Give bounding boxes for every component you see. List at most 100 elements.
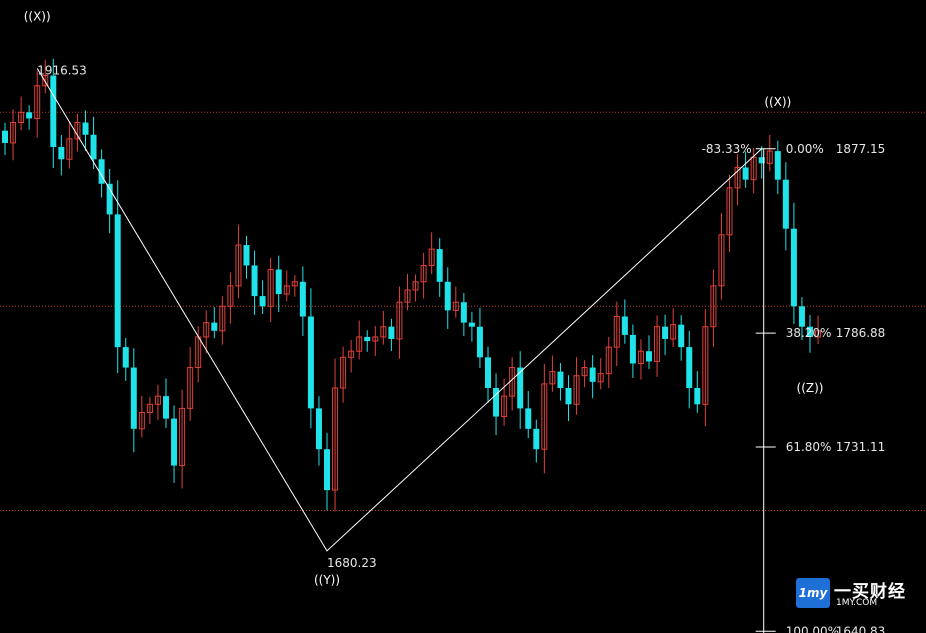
candle-body [517, 367, 524, 409]
candle-body [734, 166, 741, 189]
candle-body [50, 75, 57, 148]
logo-name: 一买财经 [834, 582, 906, 602]
candle-body [10, 122, 17, 144]
wave-labels: ((X)) ((Y)) ((X)) ((Z)) 1916.53 1680.23 [24, 9, 824, 587]
candle-body [122, 347, 129, 368]
candle-body [790, 228, 797, 307]
candles [2, 58, 822, 512]
candle-body [275, 269, 282, 295]
candle-body [90, 134, 97, 160]
candle-body [114, 214, 121, 348]
candle-body [332, 387, 339, 491]
candle-body [372, 336, 379, 342]
candle-body [565, 387, 572, 405]
candle-body [573, 375, 580, 405]
candle-body [694, 387, 701, 405]
candle-body [670, 324, 677, 340]
candle-body [251, 265, 258, 297]
candle-body [267, 269, 274, 307]
candle-body [428, 248, 435, 266]
candle-body [662, 326, 669, 339]
fib-price-label: 1640.83 [836, 624, 886, 633]
fibonacci-levels: 0.00% 1877.15 38.20% 1786.88 61.80% 1731.11 10… [702, 142, 886, 633]
fib-price-label: 1786.88 [836, 326, 886, 340]
candle-body [219, 305, 226, 332]
candle-body [613, 316, 620, 348]
candle-body [227, 285, 234, 307]
candle-body [605, 346, 612, 375]
candle-body [396, 301, 403, 340]
candle-body [58, 147, 65, 160]
fib-extension-label: -83.33% [702, 142, 752, 156]
candle-body [798, 306, 805, 327]
candle-body [742, 167, 749, 180]
candle-body [654, 326, 661, 362]
candle-body [460, 302, 467, 323]
candle-body [388, 326, 395, 339]
candle-body [782, 179, 789, 229]
candle-body [324, 449, 330, 491]
candle-body [171, 418, 178, 466]
zigzag-line [36, 68, 763, 552]
candle-body [42, 75, 49, 87]
fib-percent-label: 100.00% [786, 624, 839, 633]
candle-body [163, 396, 169, 419]
candle-body [485, 357, 491, 388]
candle-body [766, 150, 773, 164]
logo-url: 1MY.COM [836, 598, 878, 608]
candle-body [291, 281, 298, 287]
candle-body [646, 351, 652, 362]
candle-body [807, 326, 813, 337]
candle-body [815, 330, 822, 338]
candle-body [283, 285, 290, 295]
candle-body [597, 373, 604, 383]
candle-body [340, 356, 347, 389]
candle-body [678, 324, 685, 348]
candle-body [138, 411, 145, 430]
candle-body [404, 289, 411, 303]
candle-body [187, 367, 194, 409]
wave-label: ((X)) [764, 95, 791, 109]
fib-percent-label: 0.00% [786, 142, 824, 156]
candle-body [718, 234, 725, 287]
candle-body [211, 322, 218, 331]
candle-body [452, 301, 459, 311]
candle-body [259, 296, 266, 307]
candle-body [710, 285, 717, 328]
candle-body [82, 122, 89, 135]
candle-body [315, 408, 322, 450]
candle-body [468, 322, 475, 327]
candle-body [179, 407, 186, 467]
candle-body [98, 159, 105, 184]
candle-body [581, 367, 588, 377]
candle-body [637, 350, 644, 364]
candle-body [750, 156, 757, 181]
candle-body [758, 157, 765, 164]
logo-icon: 1my [796, 578, 830, 608]
fib-price-label: 1731.11 [836, 440, 886, 454]
wave-label: ((X)) [24, 9, 51, 23]
fib-price-label: 1877.15 [836, 142, 886, 156]
candle-body [299, 281, 306, 317]
extreme-price-label: 1916.53 [37, 63, 87, 77]
candle-body [154, 395, 161, 405]
candle-body [130, 367, 137, 429]
candle-body [629, 334, 636, 364]
candle-body [420, 264, 427, 283]
candle-body [348, 350, 355, 358]
extreme-price-label: 1680.23 [327, 556, 377, 570]
fib-percent-label: 38.20% [786, 326, 832, 340]
candle-body [621, 316, 628, 335]
candle-body [26, 112, 33, 119]
candle-body [34, 85, 41, 119]
candle-body [444, 281, 451, 311]
candle-body [412, 281, 419, 291]
candle-body [686, 347, 693, 388]
candle-body [66, 138, 73, 160]
candle-body [726, 187, 733, 236]
candle-body [774, 151, 781, 180]
candle-body [589, 367, 596, 382]
wave-label: ((Y)) [314, 573, 340, 587]
